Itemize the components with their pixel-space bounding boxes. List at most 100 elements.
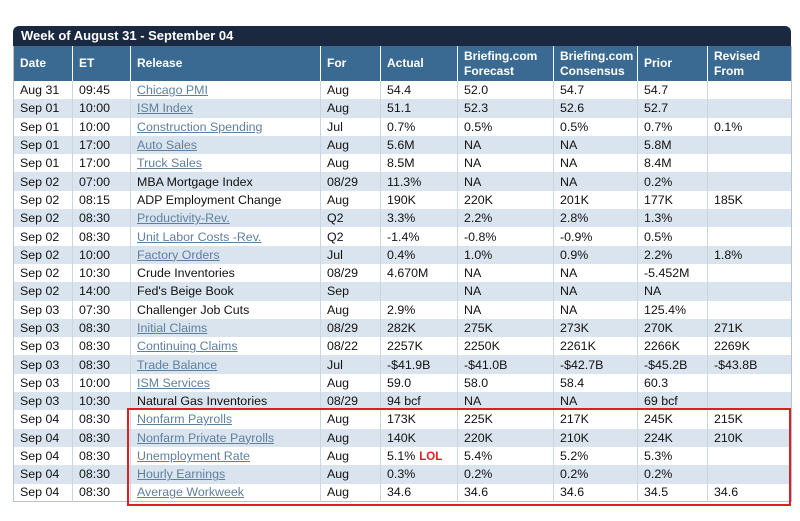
release-link[interactable]: Truck Sales <box>137 156 202 171</box>
actual-cell: 190K <box>380 190 458 210</box>
forecast-cell: NA <box>457 263 554 283</box>
table-row: Sep 04 08:30 Average Workweek Aug 34.6 34.6 34… <box>13 483 792 502</box>
table-row: Sep 03 10:30 Natural Gas Inventories 08/29 9… <box>13 392 792 411</box>
release-link[interactable]: Factory Orders <box>137 247 220 262</box>
table-row: Sep 02 08:15 ADP Employment Change Aug 190K 2… <box>13 190 792 210</box>
forecast-cell: 225K <box>457 410 554 429</box>
forecast-cell: 220K <box>457 190 554 210</box>
time-cell: 08:30 <box>72 209 131 228</box>
consensus-cell: 2261K <box>553 337 638 356</box>
release-link[interactable]: Auto Sales <box>137 138 197 153</box>
release-cell: Unit Labor Costs -Rev. <box>130 227 321 246</box>
forecast-cell: NA <box>457 392 554 411</box>
forecast-cell: 52.3 <box>457 99 554 118</box>
consensus-cell: 34.6 <box>553 483 638 502</box>
for-cell: Aug <box>320 135 381 155</box>
release-link[interactable]: ISM Index <box>137 101 193 116</box>
week-title-bar: Week of August 31 - September 04 <box>13 26 791 46</box>
release-cell: Hourly Earnings <box>130 465 321 484</box>
calendar-table: Date ET Release For Actual Briefing.com Forec… <box>13 46 792 503</box>
consensus-cell: 201K <box>553 190 638 210</box>
forecast-cell: 1.0% <box>457 245 554 264</box>
column-header-release: Release <box>130 46 321 81</box>
release-link[interactable]: Unit Labor Costs -Rev. <box>137 229 262 244</box>
revised-cell <box>708 99 792 117</box>
table-row: Aug 31 09:45 Chicago PMI Aug 54.4 52.0 54.7 54.… <box>13 81 792 100</box>
date-cell: Sep 04 <box>13 428 73 447</box>
forecast-cell: 220K <box>457 428 554 447</box>
revised-cell: 271K <box>714 321 743 335</box>
release-link[interactable]: Productivity-Rev. <box>137 211 230 226</box>
time-cell: 08:30 <box>72 318 131 338</box>
forecast-cell: 2.2% <box>457 209 554 228</box>
prior-cell: 177K <box>637 190 708 210</box>
release-link[interactable]: Construction Spending <box>137 119 263 134</box>
time-cell: 17:00 <box>72 135 131 155</box>
time-cell: 08:30 <box>72 446 131 466</box>
prior-cell: 1.3% <box>637 209 708 228</box>
release-cell: Auto Sales <box>130 135 321 155</box>
release-cell: Trade Balance <box>130 355 321 374</box>
table-row: Sep 02 07:00 MBA Mortgage Index 08/29 11.3% N… <box>13 172 792 191</box>
release-cell: ADP Employment Change <box>130 190 321 210</box>
for-cell: Jul <box>320 355 381 374</box>
forecast-cell: NA <box>457 172 554 191</box>
release-cell: Unemployment Rate <box>130 446 321 466</box>
actual-cell: 0.3% <box>380 465 458 484</box>
column-header-actual: Actual <box>380 46 458 81</box>
time-cell: 10:00 <box>72 373 131 393</box>
actual-cell: 282K <box>380 318 458 338</box>
date-cell: Sep 04 <box>13 410 73 429</box>
consensus-cell: 52.6 <box>553 99 638 118</box>
date-cell: Sep 02 <box>13 209 73 228</box>
time-cell: 10:00 <box>72 245 131 264</box>
release-link[interactable]: Nonfarm Private Payrolls <box>137 430 275 445</box>
table-row: Sep 04 08:30 Nonfarm Private Payrolls Aug 14… <box>13 428 792 447</box>
release-link[interactable]: Hourly Earnings <box>137 467 226 482</box>
prior-cell: 2.2% <box>637 245 708 264</box>
release-link[interactable]: Average Workweek <box>137 485 244 500</box>
revised-cell <box>708 392 792 410</box>
prior-cell: 125.4% <box>637 300 708 319</box>
column-header-for: For <box>320 46 381 81</box>
revised-cell <box>708 209 792 227</box>
time-cell: 08:15 <box>72 190 131 210</box>
consensus-cell: NA <box>553 172 638 191</box>
time-cell: 10:30 <box>72 263 131 283</box>
for-cell: Aug <box>320 428 381 447</box>
for-cell: Aug <box>320 410 381 429</box>
release-cell: Construction Spending <box>130 117 321 136</box>
release-cell: Crude Inventories <box>130 263 321 283</box>
date-cell: Aug 31 <box>13 81 73 100</box>
actual-cell: 0.7% <box>380 117 458 136</box>
release-link[interactable]: Chicago PMI <box>137 83 208 98</box>
release-label: ADP Employment Change <box>137 192 282 207</box>
prior-cell: 5.8M <box>637 135 708 155</box>
release-link[interactable]: Continuing Claims <box>137 339 238 354</box>
table-row: Sep 02 14:00 Fed's Beige Book Sep NA NA NA <box>13 282 792 301</box>
release-link[interactable]: Unemployment Rate <box>137 449 250 464</box>
forecast-cell: 52.0 <box>457 81 554 100</box>
prior-cell: 2266K <box>637 337 708 356</box>
for-cell: Jul <box>320 245 381 264</box>
release-link[interactable]: Nonfarm Payrolls <box>137 412 233 427</box>
release-cell: Nonfarm Private Payrolls <box>130 428 321 447</box>
forecast-cell: NA <box>457 154 554 173</box>
table-row: Sep 02 08:30 Unit Labor Costs -Rev. Q2 -1.4%… <box>13 227 792 246</box>
release-cell: Chicago PMI <box>130 81 321 100</box>
time-cell: 08:30 <box>72 410 131 429</box>
prior-cell: 60.3 <box>637 373 708 393</box>
release-link[interactable]: Trade Balance <box>137 357 218 372</box>
revised-cell <box>708 227 792 245</box>
revised-cell <box>708 81 792 99</box>
lol-annotation: LOL <box>419 451 443 464</box>
prior-cell: 0.2% <box>637 172 708 191</box>
for-cell: Aug <box>320 446 381 466</box>
release-link[interactable]: ISM Services <box>137 375 210 390</box>
release-cell: Truck Sales <box>130 154 321 173</box>
time-cell: 08:30 <box>72 465 131 484</box>
for-cell: 08/29 <box>320 392 381 411</box>
for-cell: Sep <box>320 282 381 301</box>
release-link[interactable]: Initial Claims <box>137 321 208 335</box>
consensus-cell: 210K <box>553 428 638 447</box>
